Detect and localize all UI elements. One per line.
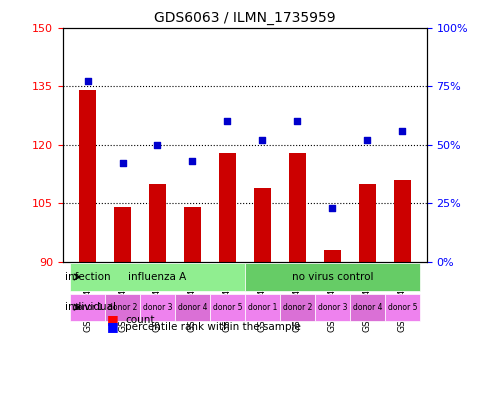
Bar: [358, 184, 375, 262]
Point: [328, 205, 335, 211]
Text: no virus control: no virus control: [291, 272, 372, 282]
Point: [119, 160, 126, 167]
Point: [293, 118, 301, 125]
Text: donor 1: donor 1: [73, 303, 102, 312]
Point: [223, 118, 231, 125]
Text: donor 3: donor 3: [317, 303, 347, 312]
Text: donor 4: donor 4: [177, 303, 207, 312]
Point: [153, 141, 161, 148]
FancyBboxPatch shape: [384, 294, 419, 321]
Point: [83, 78, 91, 84]
FancyBboxPatch shape: [70, 263, 244, 290]
Text: percentile rank within the sample: percentile rank within the sample: [125, 322, 300, 332]
Text: ■: ■: [106, 313, 118, 326]
Text: donor 3: donor 3: [142, 303, 172, 312]
Bar: [393, 180, 410, 262]
FancyBboxPatch shape: [279, 294, 314, 321]
Bar: [253, 188, 271, 262]
Bar: [114, 207, 131, 262]
Text: donor 2: donor 2: [107, 303, 137, 312]
Text: donor 1: donor 1: [247, 303, 276, 312]
Point: [363, 137, 370, 143]
Text: ■: ■: [106, 320, 118, 333]
Text: donor 5: donor 5: [212, 303, 242, 312]
Point: [188, 158, 196, 164]
FancyBboxPatch shape: [244, 263, 419, 290]
FancyBboxPatch shape: [105, 294, 140, 321]
FancyBboxPatch shape: [210, 294, 244, 321]
Text: count: count: [125, 315, 154, 325]
Bar: [183, 207, 201, 262]
Text: infection: infection: [65, 272, 110, 282]
Bar: [288, 152, 305, 262]
Text: influenza A: influenza A: [128, 272, 186, 282]
Text: individual: individual: [65, 302, 116, 312]
Bar: [218, 152, 236, 262]
Bar: [323, 250, 340, 262]
Point: [398, 127, 406, 134]
FancyBboxPatch shape: [244, 294, 279, 321]
FancyBboxPatch shape: [314, 294, 349, 321]
Point: [258, 137, 266, 143]
Title: GDS6063 / ILMN_1735959: GDS6063 / ILMN_1735959: [154, 11, 335, 25]
Text: donor 2: donor 2: [282, 303, 311, 312]
FancyBboxPatch shape: [70, 294, 105, 321]
FancyBboxPatch shape: [140, 294, 175, 321]
Bar: [149, 184, 166, 262]
FancyBboxPatch shape: [349, 294, 384, 321]
FancyBboxPatch shape: [175, 294, 210, 321]
Text: donor 4: donor 4: [352, 303, 381, 312]
Text: donor 5: donor 5: [387, 303, 416, 312]
Bar: [78, 90, 96, 262]
